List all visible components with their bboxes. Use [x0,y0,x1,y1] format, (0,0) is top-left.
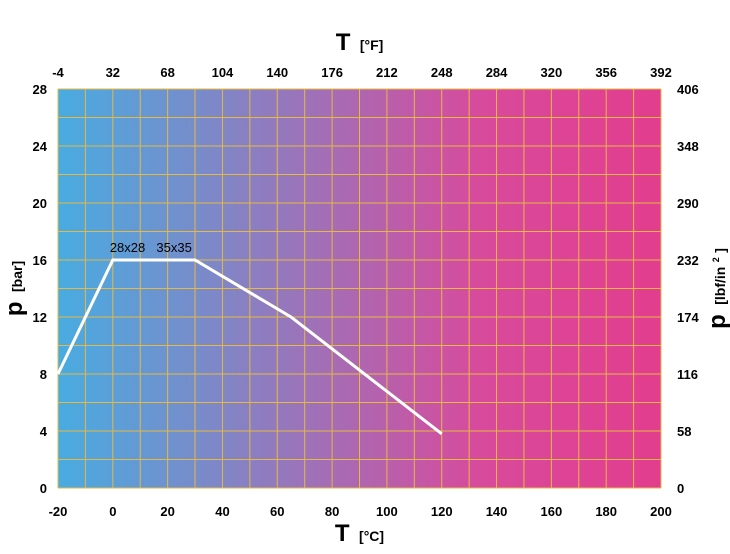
x-bottom-axis-unit: [°C] [359,528,384,544]
y-right-tick-label: 174 [677,310,699,325]
y-right-axis-title: p [lbf/in 2 ] [704,248,730,329]
x-top-tick-label: 212 [376,65,398,80]
x-top-tick-label: 68 [160,65,174,80]
x-bottom-tick-label: 160 [541,504,563,519]
y-right-axis-unit-superscript: 2 [711,257,721,262]
tick-labels: -20 0 20 40 60 80 100 120 140 160 180 200-4 32 68 104 1… [33,65,700,519]
y-left-tick-label: 28 [33,82,47,97]
y-right-tick-label: 290 [677,196,699,211]
y-right-tick-label: 58 [677,424,691,439]
y-left-tick-label: 8 [40,367,47,382]
x-bottom-axis-symbol: T [335,520,350,547]
x-top-tick-label: 176 [321,65,343,80]
x-bottom-tick-label: 80 [325,504,339,519]
x-bottom-tick-label: 200 [650,504,672,519]
x-bottom-tick-label: 120 [431,504,453,519]
y-right-axis-unit: [lbf/in [712,267,728,305]
y-right-tick-label: 406 [677,82,699,97]
x-bottom-tick-label: 180 [595,504,617,519]
x-bottom-axis-title: T [°C] [335,520,384,547]
y-left-axis-title: p [bar] [1,261,28,316]
x-top-tick-label: 140 [266,65,288,80]
y-right-tick-label: 0 [677,481,684,496]
y-left-tick-label: 20 [33,196,47,211]
series-layer [56,258,443,436]
x-bottom-tick-label: 140 [486,504,508,519]
series-line [56,258,443,436]
y-right-tick-label: 232 [677,253,699,268]
y-left-axis-unit: [bar] [9,261,25,292]
x-bottom-tick-label: 40 [215,504,229,519]
x-top-tick-label: 392 [650,65,672,80]
annotation-label: 35x35 [156,240,191,255]
y-left-axis-symbol: p [1,301,28,316]
y-left-tick-label: 4 [40,424,48,439]
y-left-tick-label: 24 [33,139,48,154]
x-top-tick-label: 356 [595,65,617,80]
x-bottom-tick-label: 60 [270,504,284,519]
y-right-axis-unit-close: ] [712,248,728,253]
annotation-label: 28x28 [110,240,145,255]
y-right-axis-symbol: p [704,314,730,329]
x-top-tick-label: -4 [52,65,64,80]
annotation-layer: 28x28 35x35 [110,240,192,255]
x-top-tick-label: 248 [431,65,453,80]
x-bottom-tick-label: 0 [109,504,116,519]
x-top-tick-label: 104 [212,65,234,80]
y-right-tick-label: 116 [677,367,698,382]
x-bottom-tick-label: 20 [160,504,174,519]
y-left-tick-label: 0 [40,481,47,496]
x-top-axis-symbol: T [336,29,351,56]
x-top-tick-label: 284 [486,65,508,80]
y-right-tick-label: 348 [677,139,699,154]
x-bottom-tick-label: 100 [376,504,398,519]
x-top-axis-unit: [°F] [360,37,383,53]
x-top-axis-title: T [°F] [336,29,384,56]
grid-lines [57,88,662,489]
x-top-tick-label: 32 [106,65,120,80]
x-bottom-tick-label: -20 [49,504,68,519]
x-top-tick-label: 320 [541,65,563,80]
y-left-tick-label: 12 [33,310,47,325]
y-left-tick-label: 16 [33,253,47,268]
